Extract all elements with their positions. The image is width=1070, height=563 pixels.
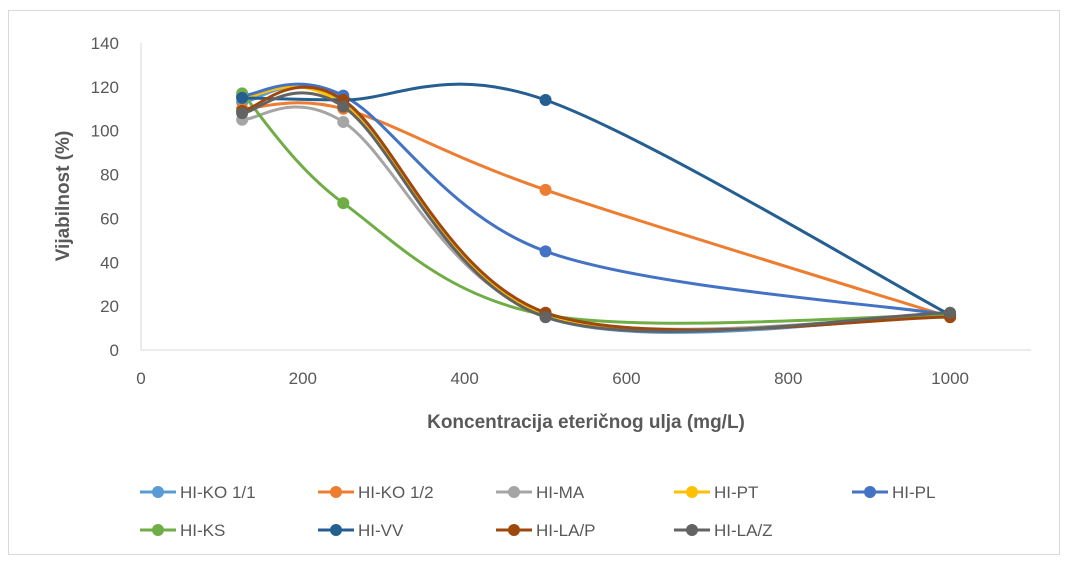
x-axis-title: Koncentracija eteričnog ulja (mg/L) [427,412,745,433]
legend: HI-KO 1/1 HI-KO 1/2 HI-MA HI-PT HI-PL HI-KS HI… [140,483,935,540]
legend-label: HI-PL [892,483,935,502]
legend-item-hi-la-p: HI-LA/P [496,521,596,540]
y-tick-label: 120 [91,78,119,97]
data-point-hi-la-z [236,107,249,120]
x-tick-label: 1000 [931,369,969,388]
chart-frame [8,10,1060,555]
legend-item-hi-pl: HI-PL [852,483,935,502]
legend-item-hi-ko-1-2: HI-KO 1/2 [318,483,434,502]
legend-marker-swatch [508,524,520,536]
y-tick-label: 100 [91,122,119,141]
legend-marker-swatch [330,486,342,498]
legend-marker-swatch [152,524,164,536]
y-tick-label: 40 [100,253,119,272]
legend-marker-swatch [864,486,876,498]
x-tick-label: 600 [612,369,640,388]
legend-marker-swatch [330,524,342,536]
legend-item-hi-ko-1-1: HI-KO 1/1 [140,483,256,502]
legend-label: HI-PT [714,483,758,502]
data-point-hi-ko-1-2 [539,183,552,196]
series-line-hi-ko-1-2 [240,101,952,319]
legend-label: HI-KO 1/2 [358,483,434,502]
legend-item-hi-ma: HI-MA [496,483,585,502]
y-tick-label: 20 [100,297,119,316]
x-tick-label: 800 [774,369,802,388]
legend-label: HI-KS [180,521,225,540]
series-line-hi-pl [240,82,952,317]
legend-marker-swatch [686,486,698,498]
legend-label: HI-LA/P [536,521,596,540]
x-tick-label: 0 [136,369,145,388]
data-point-hi-vv [236,91,249,104]
axes: 0 20 40 60 80 100 120 140 0 200 400 600 800 1000 [91,34,1031,388]
legend-marker-swatch [686,524,698,536]
series-hi-ma [236,105,957,331]
legend-label: HI-VV [358,521,404,540]
legend-item-hi-ks: HI-KS [140,521,225,540]
series-hi-ko-1-2 [236,101,957,324]
legend-item-hi-vv: HI-VV [318,521,404,540]
legend-label: HI-LA/Z [714,521,773,540]
legend-item-hi-pt: HI-PT [674,483,758,502]
y-tick-label: 140 [91,34,119,53]
x-tick-label: 200 [289,369,317,388]
y-axis-title: Vijabilnost (%) [53,131,74,262]
series-hi-la-z [236,91,957,333]
legend-marker-swatch [152,486,164,498]
data-point-hi-ma [337,115,350,128]
data-point-hi-pl [539,245,552,258]
series-line-hi-ma [240,105,952,331]
series-line-hi-la-z [240,91,952,333]
y-tick-label: 80 [100,166,119,185]
legend-item-hi-la-z: HI-LA/Z [674,521,773,540]
data-point-hi-la-z [539,311,552,324]
x-tick-label: 400 [450,369,478,388]
data-point-hi-ks [337,197,350,210]
legend-label: HI-MA [536,483,585,502]
data-point-hi-la-z [944,306,957,319]
series-line-hi-ks [240,91,952,325]
plot-area [236,82,957,334]
data-point-hi-vv [539,94,552,107]
y-tick-label: 0 [110,341,119,360]
y-tick-label: 60 [100,209,119,228]
data-point-hi-la-z [337,100,350,113]
series-line-hi-vv [240,82,952,317]
legend-marker-swatch [508,486,520,498]
legend-label: HI-KO 1/1 [180,483,256,502]
